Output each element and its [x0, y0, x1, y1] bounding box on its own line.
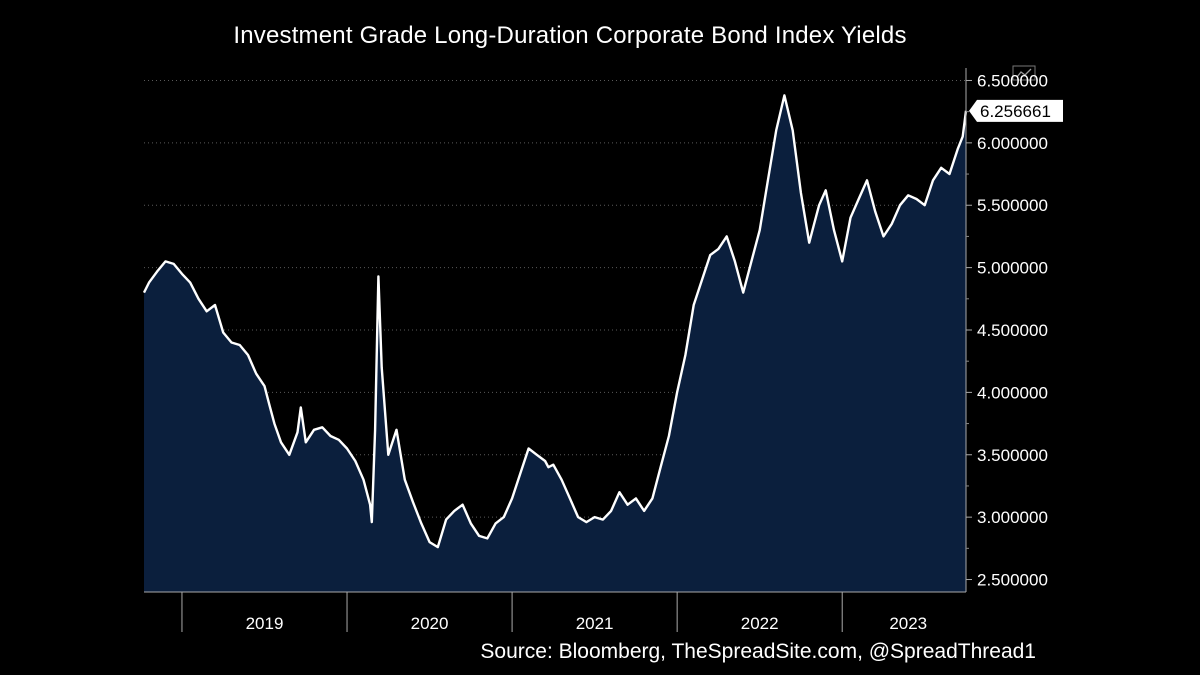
y-tick-label: 2.500000 [977, 571, 1048, 590]
y-tick-label: 3.000000 [977, 508, 1048, 527]
y-tick-label: 4.500000 [977, 321, 1048, 340]
series-area-fill [144, 95, 966, 593]
chart-settings-icon[interactable] [1012, 65, 1036, 81]
x-axis-labels: 2019 2020 2021 2022 2023 [181, 592, 927, 633]
y-tick-label: 5.000000 [977, 259, 1048, 278]
source-note: Source: Bloomberg, TheSpreadSite.com, @S… [480, 640, 1036, 663]
last-value-badge: 6.256661 [969, 99, 1063, 122]
x-tick-label: 2019 [246, 614, 284, 633]
series-line [142, 94, 968, 549]
y-tick-label: 5.500000 [977, 196, 1048, 215]
chart-title: Investment Grade Long-Duration Corporate… [233, 22, 907, 49]
y-tick-label: 6.500000 [977, 71, 1048, 90]
y-tick-label: 3.500000 [977, 446, 1048, 465]
y-axis-ticks: 2.500000 3.000000 3.500000 4.000000 4.500000… [966, 71, 1048, 590]
y-tick-label: 4.000000 [977, 383, 1048, 402]
x-tick-label: 2022 [741, 614, 779, 633]
last-value-label: 6.256661 [980, 102, 1051, 121]
x-tick-label: 2020 [411, 614, 449, 633]
x-tick-label: 2023 [889, 614, 927, 633]
y-tick-label: 6.000000 [977, 134, 1048, 153]
x-tick-label: 2021 [576, 614, 614, 633]
